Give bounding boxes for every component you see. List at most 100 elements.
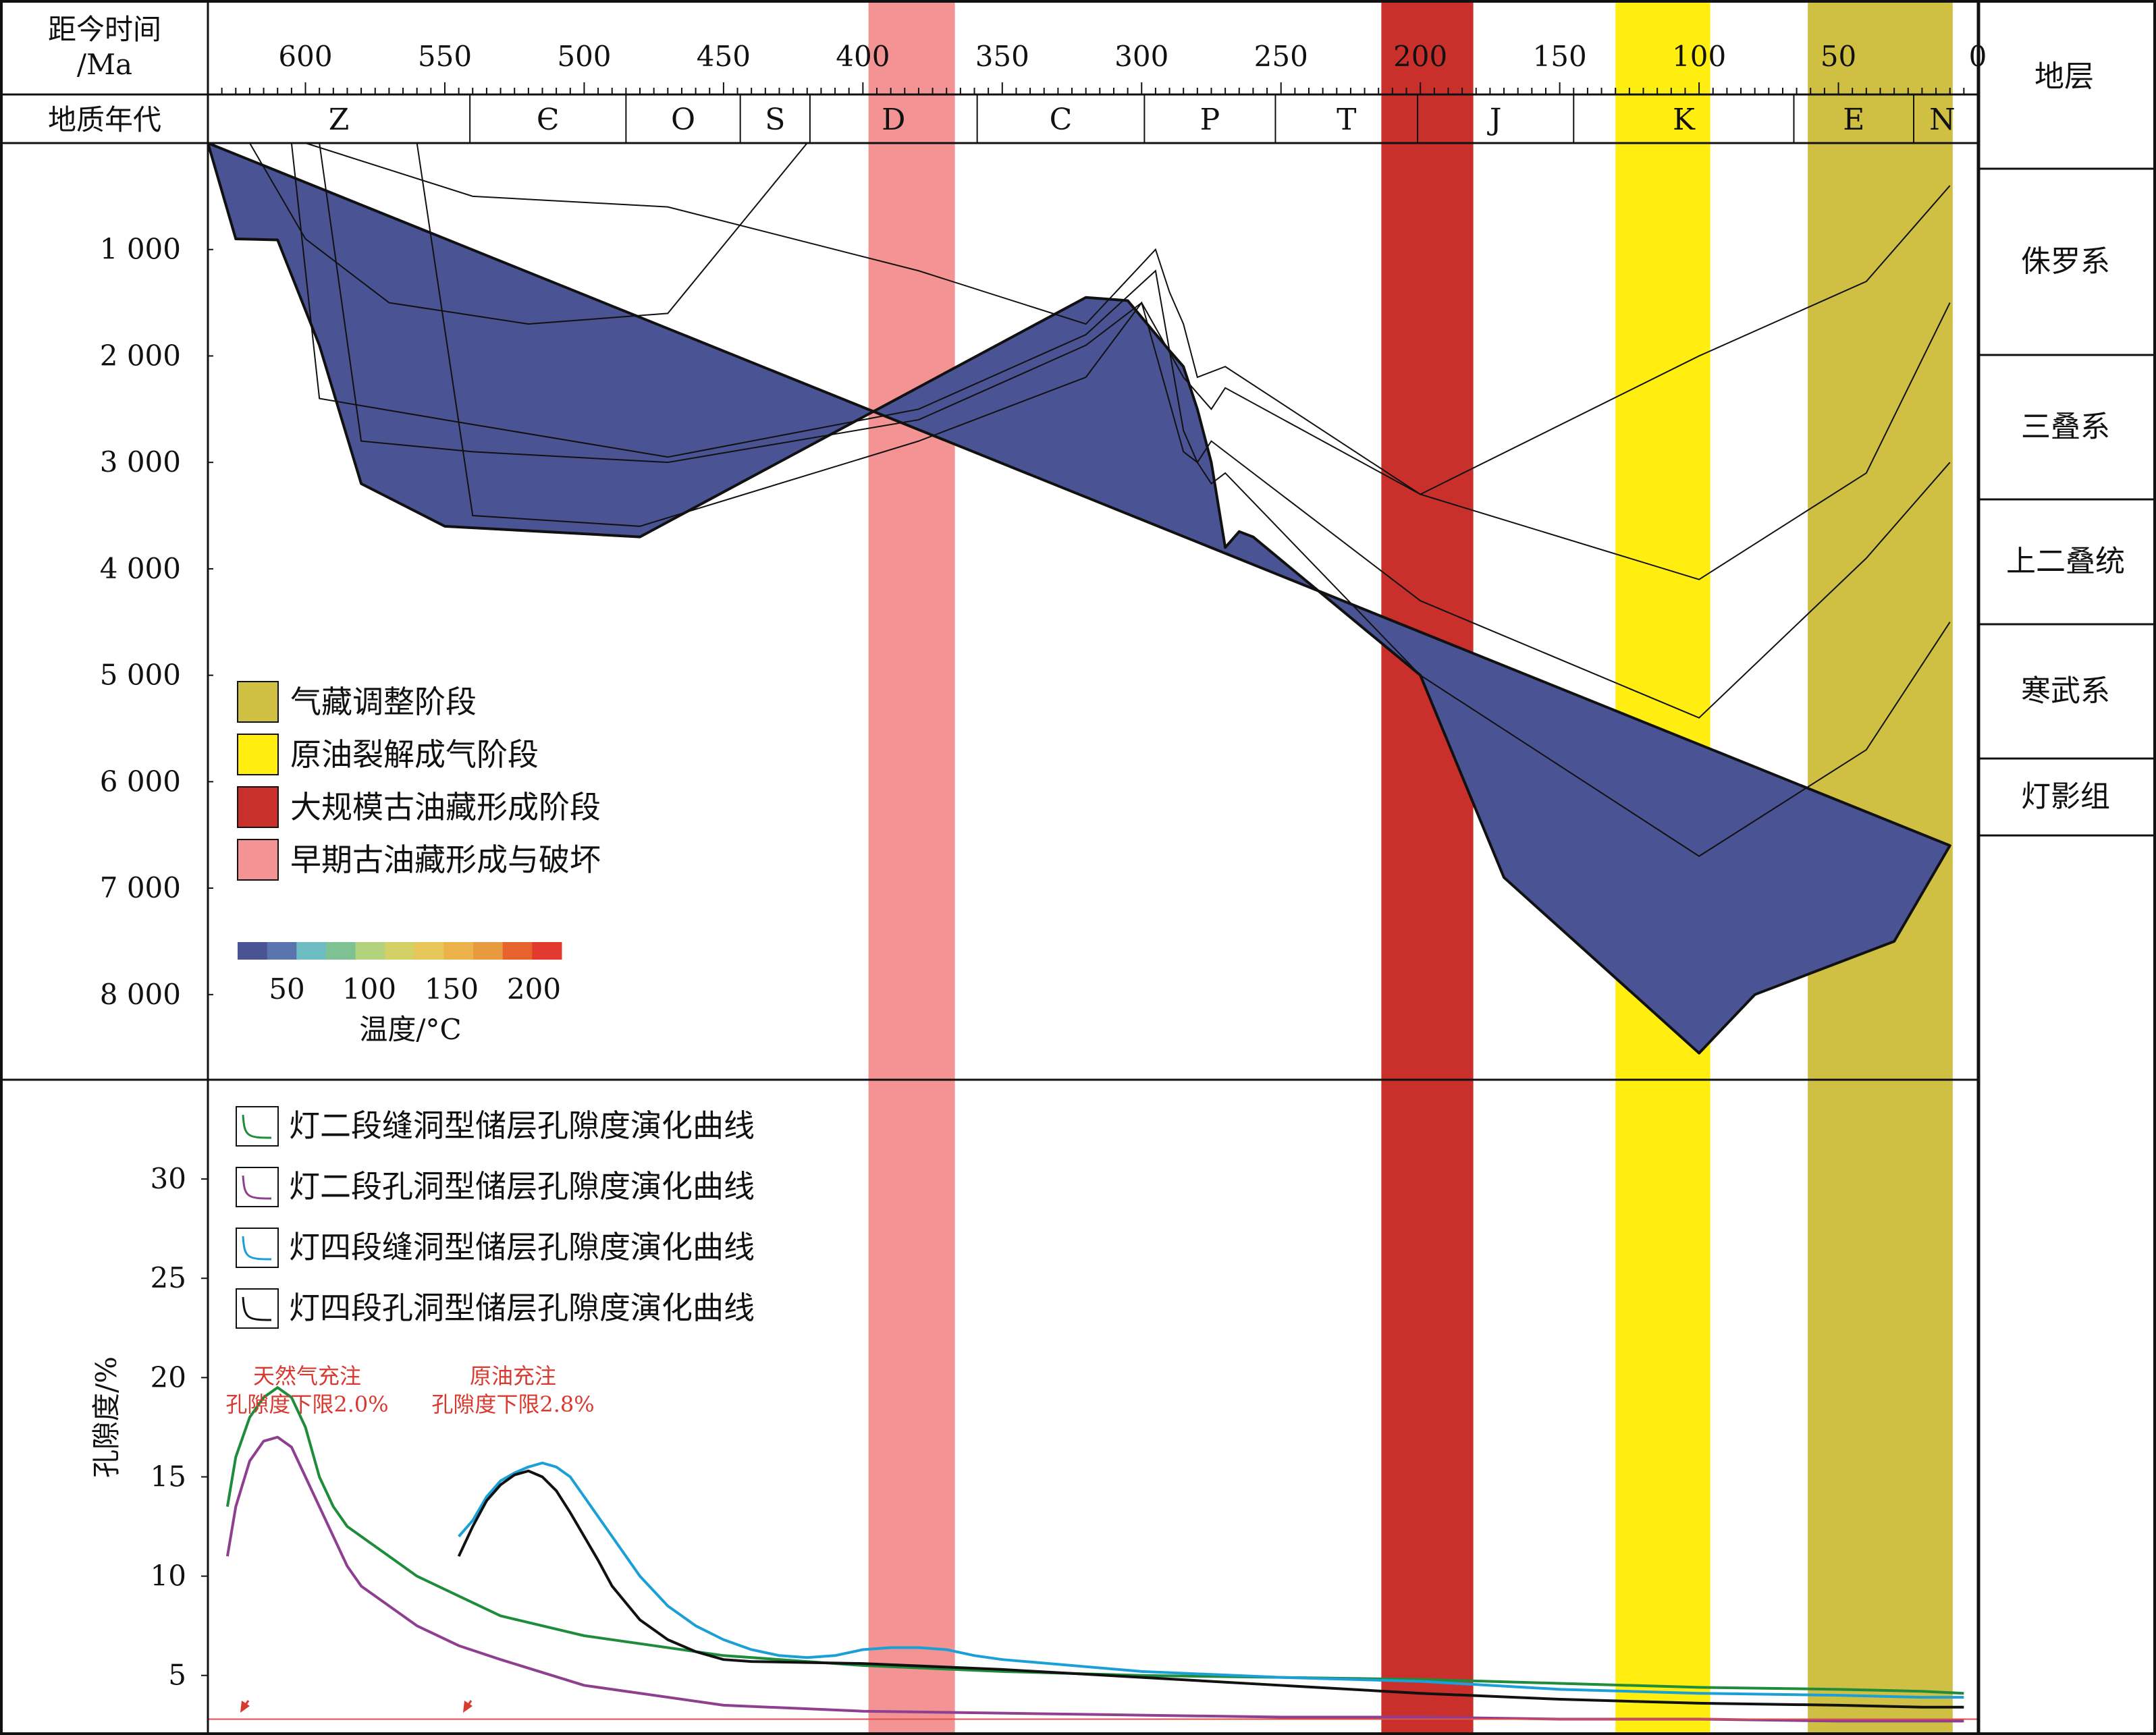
porosity-tick-label-1: 5 — [168, 1659, 186, 1692]
porosity-curve-3 — [458, 1461, 1964, 1699]
depth-tick-label-7: 7 000 — [100, 871, 181, 904]
strata-burial-line-3 — [290, 142, 1951, 719]
depth-axis: 1 000 2 000 3 000 4 000 5 000 6 000 7 000 8 000… — [90, 233, 213, 1692]
depth-tick-label-4: 4 000 — [100, 552, 181, 585]
porosity-legend-box-2 — [236, 1167, 279, 1207]
stage-band-2 — [1381, 0, 1474, 1735]
header-area: 距今时间 /Ma 地质年代 地层 — [48, 13, 2094, 136]
temperature-colorbar: 50 100 150 200 温度/°C — [238, 942, 562, 1046]
period-label-J: J — [1487, 103, 1502, 137]
period-label-N: N — [1929, 103, 1956, 137]
strata-label-4: 寒武系 — [2021, 674, 2110, 709]
colorbar-cell-5 — [355, 942, 385, 960]
legend-label-3: 大规模古油藏形成阶段 — [290, 789, 601, 825]
depth-tick-label-6: 6 000 — [100, 765, 181, 798]
time-tick-label-6: 350 — [975, 40, 1029, 73]
burial-base-line — [207, 142, 1951, 1055]
time-axis-title-line1: 距今时间 — [48, 13, 161, 46]
period-label-D: D — [882, 103, 905, 137]
time-tick-label-4: 450 — [697, 40, 751, 73]
strata-burial-line-4 — [416, 142, 1951, 857]
colorbar-cell-3 — [296, 942, 327, 960]
period-label-S: S — [765, 103, 785, 137]
stage-band-1 — [868, 0, 955, 1735]
colorbar-tick-2: 100 — [342, 972, 396, 1006]
porosity-legend-box-1 — [236, 1106, 279, 1147]
era-row-title: 地质年代 — [48, 103, 161, 136]
strata-label-1: 侏罗系 — [2021, 244, 2110, 279]
porosity-legend-line-1 — [242, 1114, 272, 1139]
porosity-legend-line-3 — [242, 1236, 272, 1261]
colorbar-cell-4 — [325, 942, 356, 960]
annotation-line2-1: 孔隙度下限2.0% — [225, 1392, 388, 1417]
time-tick-label-5: 400 — [836, 40, 890, 73]
time-tick-label-7: 300 — [1114, 40, 1168, 73]
time-tick-label-13: 0 — [1969, 40, 1987, 73]
strata-column-title: 地层 — [2034, 59, 2094, 94]
colorbar-title: 温度/°C — [359, 1013, 461, 1046]
annotation-line2-2: 孔隙度下限2.8% — [431, 1392, 594, 1417]
legend-label-1: 气藏调整阶段 — [290, 684, 477, 720]
porosity-legend-box-3 — [236, 1228, 279, 1268]
strata-burial-line-1 — [305, 142, 1951, 495]
annotation-arrowhead-2 — [463, 1701, 473, 1713]
legend-swatch-3 — [237, 786, 279, 828]
time-tick-label-11: 100 — [1672, 40, 1726, 73]
period-label-T: T — [1337, 103, 1356, 137]
colorbar-cell-8 — [443, 942, 474, 960]
colorbar-cell-2 — [267, 942, 297, 960]
colorbar-cell-11 — [532, 942, 562, 960]
porosity-curve-1 — [225, 1386, 1964, 1695]
depth-tick-label-5: 5 000 — [100, 659, 181, 692]
porosity-legend-label-3: 灯四段缝洞型储层孔隙度演化曲线 — [289, 1229, 755, 1265]
strata-label-5: 灯影组 — [2021, 779, 2110, 814]
porosity-axis-title: 孔隙度/% — [90, 1356, 123, 1478]
time-axis: 600 550 500 450 400 350 300 250 200 150 100 50 0 — [207, 40, 1987, 96]
time-tick-label-10: 150 — [1533, 40, 1587, 73]
colorbar-cell-1 — [238, 942, 268, 960]
depth-tick-label-1: 1 000 — [100, 233, 181, 266]
time-axis-title-line2: /Ma — [77, 48, 132, 81]
porosity-legend-box-4 — [236, 1288, 279, 1329]
annotation-line1-1: 天然气充注 — [253, 1363, 361, 1389]
porosity-tick-label-6: 30 — [151, 1162, 186, 1195]
period-label-C: C — [1050, 103, 1073, 137]
porosity-tick-label-3: 15 — [151, 1460, 186, 1493]
legend-label-2: 原油裂解成气阶段 — [290, 736, 539, 773]
strata-burial-line-2 — [319, 142, 1951, 580]
porosity-legend-line-2 — [242, 1175, 272, 1200]
period-label-O: O — [671, 103, 695, 137]
time-tick-label-2: 550 — [418, 40, 472, 73]
period-label-K: K — [1673, 103, 1696, 137]
porosity-tick-label-2: 10 — [151, 1560, 186, 1593]
colorbar-cell-6 — [385, 942, 415, 960]
time-tick-label-12: 50 — [1821, 40, 1856, 73]
porosity-legend-label-1: 灯二段缝洞型储层孔隙度演化曲线 — [289, 1107, 755, 1144]
porosity-tick-label-5: 25 — [151, 1261, 186, 1294]
time-tick-label-3: 500 — [557, 40, 611, 73]
porosity-curve-4 — [457, 1469, 1964, 1709]
colorbar-tick-1: 50 — [269, 972, 304, 1006]
legend-label-4: 早期古油藏形成与破坏 — [290, 842, 601, 878]
depth-tick-label-2: 2 000 — [100, 339, 181, 372]
colorbar-cell-10 — [502, 942, 533, 960]
strata-label-3: 上二叠统 — [2006, 545, 2125, 579]
colorbar-tick-3: 150 — [425, 972, 479, 1006]
colorbar-cell-7 — [414, 942, 444, 960]
period-label-P: P — [1200, 103, 1220, 137]
strata-label-2: 三叠系 — [2021, 410, 2110, 444]
period-label-E: E — [1843, 103, 1864, 137]
period-label-Z: Z — [329, 103, 350, 137]
time-tick-label-8: 250 — [1254, 40, 1308, 73]
legend-swatch-2 — [237, 734, 279, 775]
colorbar-cell-9 — [473, 942, 504, 960]
depth-tick-label-8: 8 000 — [100, 978, 181, 1011]
porosity-legend: 灯二段缝洞型储层孔隙度演化曲线灯二段孔洞型储层孔隙度演化曲线灯四段缝洞型储层孔隙… — [236, 1106, 755, 1329]
